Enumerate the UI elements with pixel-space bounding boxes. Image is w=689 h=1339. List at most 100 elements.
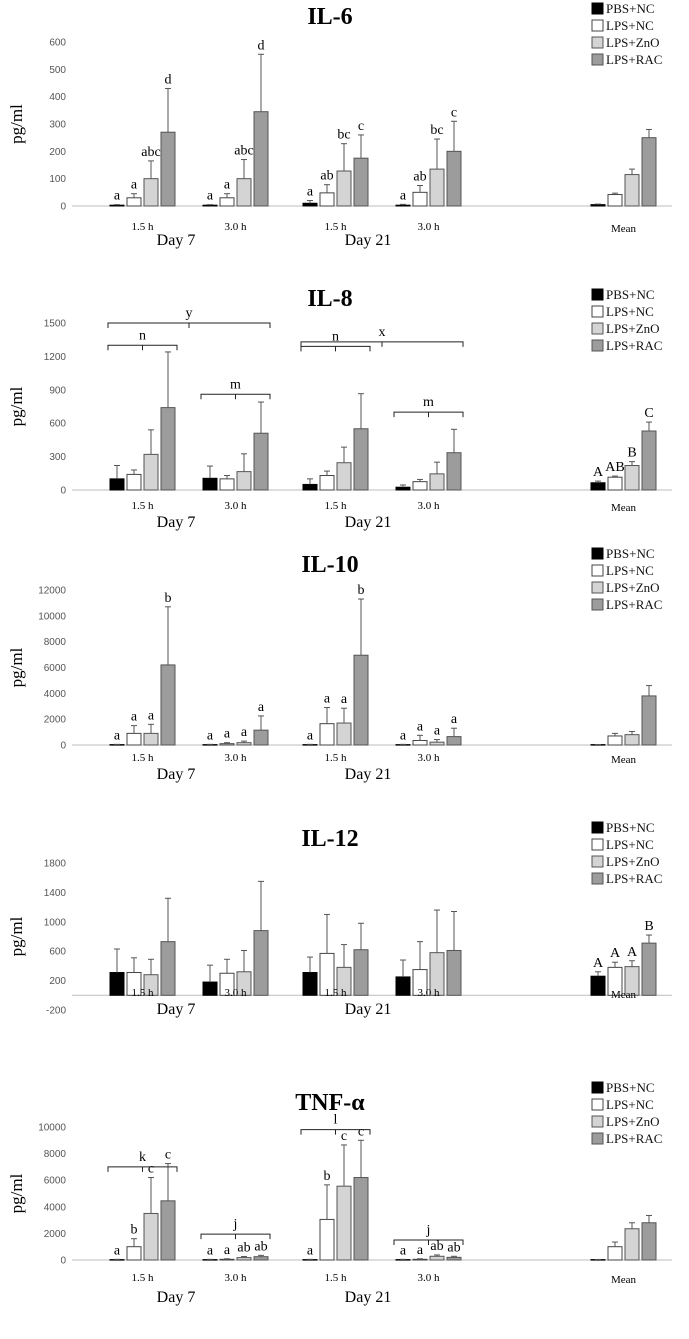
bar-0-3-1 [412,191,428,207]
legend-label-2-2: LPS+ZnO [606,580,660,595]
bar-2-3-2 [429,741,445,746]
bracket-1-1 [200,393,271,400]
sig-letter-4-0-3: c [165,1148,171,1163]
sig-letter-0-0-0: a [114,189,121,204]
bar-0-0-1 [126,197,142,207]
sig-letter-2-0-3: b [165,591,172,606]
y-tick-0-1: 100 [49,174,66,185]
y-tick-3-1: 200 [49,976,66,987]
sig-letter-4-2-2: c [341,1129,347,1144]
legend-label-3-1: LPS+NC [606,837,654,852]
bar-2-2-3 [353,654,369,746]
sig-letter-0-1-2: abc [234,144,253,159]
group-label-4-2: 1.5 h [325,1272,348,1284]
bracket-4-1 [200,1233,271,1240]
legend-swatch-1-3 [591,339,604,352]
group-label-1-4: Mean [611,502,637,514]
legend-label-3-0: PBS+NC [606,820,655,835]
bar-1-1-2 [236,471,252,491]
sig-letter-2-1-3: a [258,700,265,715]
bracket-label-1-3: m [423,395,434,410]
bar-1-3-1 [412,481,428,491]
bar-2-0-1 [126,732,142,746]
y-tick-3-4: 1400 [44,888,67,899]
bar-2-0-2 [143,732,159,746]
legend-swatch-3-1 [591,838,604,851]
bar-0-1-1 [219,197,235,207]
y-tick-2-6: 12000 [38,586,66,597]
day-label-3-0: Day 7 [157,1001,196,1018]
bar-0-4-2 [624,174,640,207]
bracket-label-1-4: y [186,306,193,321]
sig-letter-0-0-1: a [131,178,138,193]
y-tick-0-6: 600 [49,38,66,49]
bar-2-3-1 [412,739,428,746]
group-label-3-3: 3.0 h [418,987,441,999]
sig-letter-4-3-3: ab [447,1240,460,1255]
sig-letter-3-4-2: A [627,945,638,960]
sig-letter-1-4-2: B [627,446,636,461]
bar-2-1-3 [253,729,269,746]
legend-swatch-3-3 [591,872,604,885]
bar-4-3-2 [429,1255,445,1261]
bar-4-2-2 [336,1185,352,1261]
bar-3-0-0 [109,972,125,996]
sig-letter-3-4-3: B [644,919,653,934]
bar-3-2-0 [302,972,318,996]
y-tick-4-0: 0 [60,1256,66,1267]
sig-letter-4-2-3: c [358,1124,364,1139]
sig-letter-1-4-1: AB [605,460,624,475]
sig-letter-1-4-3: C [644,406,653,421]
group-label-3-0: 1.5 h [132,987,155,999]
sig-letter-0-3-1: ab [413,170,426,185]
bar-1-0-3 [160,407,176,491]
sig-letter-2-3-3: a [451,712,458,727]
bar-1-0-0 [109,478,125,491]
sig-letter-3-4-0: A [593,956,604,971]
bar-0-3-3 [446,150,462,207]
bar-0-4-1 [607,194,623,207]
y-tick-4-5: 10000 [38,1123,66,1134]
day-label-1-0: Day 7 [157,514,196,531]
bracket-label-1-2: n [332,329,339,344]
bar-0-2-0 [302,202,318,207]
y-axis-label-1: pg/ml [7,386,26,426]
y-tick-3-5: 1800 [44,859,67,870]
bar-1-0-1 [126,473,142,491]
chart-title-3: IL-12 [301,826,358,852]
y-axis-label-3: pg/ml [7,916,26,956]
day-label-0-0: Day 7 [157,232,196,249]
group-label-3-1: 3.0 h [225,987,248,999]
bar-2-4-3 [641,695,657,746]
chart-1: IL-8 pg/ml 0 300 600 900 1200 1500 1.5 h 3.0 h 1.5… [7,286,672,531]
group-label-2-3: 3.0 h [418,752,441,764]
bar-1-2-2 [336,462,352,491]
day-label-0-1: Day 21 [345,232,392,249]
y-tick-1-2: 600 [49,419,66,430]
group-label-2-0: 1.5 h [132,752,155,764]
chart-title-2: IL-10 [301,552,358,578]
y-tick-1-4: 1200 [44,352,67,363]
bar-3-2-3 [353,949,369,996]
y-tick-1-0: 0 [60,486,66,497]
bar-1-2-1 [319,475,335,491]
sig-letter-0-1-0: a [207,189,214,204]
bar-0-1-2 [236,178,252,207]
bar-0-3-0 [395,204,411,207]
legend-swatch-1-0 [591,288,604,301]
bar-2-1-2 [236,742,252,746]
y-axis-label-0: pg/ml [7,104,26,144]
bar-0-0-0 [109,204,125,207]
bar-1-1-1 [219,478,235,491]
legend-label-2-1: LPS+NC [606,563,654,578]
bar-2-1-1 [219,743,235,746]
bar-0-1-0 [202,204,218,207]
bar-1-3-2 [429,473,445,491]
sig-letter-2-0-1: a [131,710,138,725]
y-tick-4-1: 2000 [44,1229,67,1240]
sig-letter-4-0-1: b [131,1223,138,1238]
sig-letter-2-2-3: b [358,583,365,598]
sig-letter-2-3-1: a [417,719,424,734]
